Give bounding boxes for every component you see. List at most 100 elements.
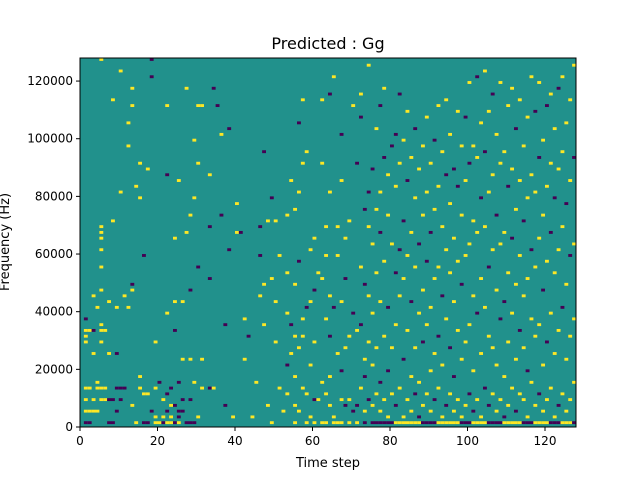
heatmap-cell bbox=[440, 421, 445, 425]
x-tick-label: 120 bbox=[534, 434, 557, 448]
heatmap-cell bbox=[285, 392, 290, 396]
heatmap-cell bbox=[235, 202, 239, 206]
heatmap-cell bbox=[548, 92, 553, 96]
heatmap-cell bbox=[95, 380, 100, 384]
heatmap-cell bbox=[161, 398, 166, 402]
heatmap-cell bbox=[459, 421, 464, 425]
heatmap-cell bbox=[560, 305, 565, 309]
heatmap-cell bbox=[289, 323, 294, 327]
heatmap-cell bbox=[207, 173, 212, 177]
heatmap-cell bbox=[436, 265, 441, 269]
heatmap-cell bbox=[572, 156, 577, 159]
heatmap-cell bbox=[556, 248, 561, 252]
heatmap-cell bbox=[138, 161, 143, 165]
heatmap-cell bbox=[428, 421, 433, 425]
heatmap-cell bbox=[490, 92, 495, 96]
heatmap-cell bbox=[173, 421, 177, 425]
heatmap-cell bbox=[428, 230, 433, 234]
heatmap-cell bbox=[490, 248, 495, 252]
heatmap-cell bbox=[556, 86, 561, 90]
heatmap-cell bbox=[568, 98, 573, 102]
heatmap-cell bbox=[572, 380, 577, 384]
heatmap-cell bbox=[87, 386, 92, 390]
heatmap-cell bbox=[533, 109, 538, 113]
heatmap-cell bbox=[541, 363, 546, 367]
heatmap-cell bbox=[300, 317, 305, 321]
heatmap-cell bbox=[87, 421, 92, 425]
heatmap-cell bbox=[424, 323, 429, 327]
x-tick-label: 40 bbox=[227, 434, 242, 448]
heatmap-cell bbox=[122, 294, 127, 298]
heatmap-cell bbox=[91, 409, 96, 413]
heatmap-cell bbox=[421, 340, 425, 344]
heatmap-cell bbox=[386, 421, 391, 425]
heatmap-cell bbox=[118, 69, 123, 73]
heatmap-cell bbox=[180, 409, 185, 413]
heatmap-cell bbox=[165, 392, 170, 396]
heatmap-cell bbox=[107, 300, 112, 304]
heatmap-cell bbox=[548, 161, 553, 165]
heatmap-cell bbox=[424, 115, 429, 119]
heatmap-cell bbox=[521, 219, 526, 223]
heatmap-cell bbox=[459, 415, 464, 419]
heatmap-cell bbox=[347, 421, 352, 425]
heatmap-cell bbox=[355, 161, 360, 165]
heatmap-cell bbox=[99, 265, 104, 269]
heatmap-cell bbox=[533, 265, 538, 269]
heatmap-cell bbox=[277, 386, 282, 390]
heatmap-cell bbox=[374, 346, 379, 350]
heatmap-cell bbox=[165, 173, 170, 177]
heatmap-cell bbox=[269, 277, 274, 280]
heatmap-cell bbox=[541, 288, 546, 292]
heatmap-cell bbox=[564, 357, 569, 361]
heatmap-cell bbox=[165, 311, 170, 315]
heatmap-cell bbox=[359, 323, 363, 327]
heatmap-cell bbox=[184, 230, 189, 234]
heatmap-cell bbox=[269, 421, 274, 425]
heatmap-cell bbox=[83, 409, 88, 413]
heatmap-cell bbox=[126, 305, 131, 309]
heatmap-cell bbox=[145, 392, 150, 396]
heatmap-cell bbox=[324, 317, 329, 321]
heatmap-cell bbox=[397, 92, 402, 96]
heatmap-cell bbox=[545, 421, 549, 425]
heatmap-cell bbox=[328, 190, 332, 194]
heatmap-cell bbox=[99, 236, 104, 240]
heatmap-cell bbox=[432, 398, 437, 402]
heatmap-cell bbox=[362, 409, 367, 413]
heatmap-cell bbox=[533, 403, 538, 407]
heatmap-cell bbox=[455, 109, 460, 113]
heatmap-cell bbox=[207, 225, 212, 229]
heatmap-cell bbox=[331, 75, 336, 79]
heatmap-cell bbox=[184, 86, 189, 90]
heatmap-cell bbox=[374, 127, 379, 131]
heatmap-cell bbox=[436, 334, 441, 338]
heatmap-cell bbox=[366, 63, 371, 67]
heatmap-cell bbox=[149, 58, 154, 61]
heatmap-cell bbox=[114, 409, 119, 413]
plot-background bbox=[80, 58, 576, 427]
heatmap-cell bbox=[300, 334, 305, 338]
heatmap-cell bbox=[169, 415, 174, 419]
heatmap-cell bbox=[471, 219, 476, 223]
heatmap-cell bbox=[250, 415, 255, 419]
heatmap-cell bbox=[448, 132, 453, 136]
heatmap-cell bbox=[409, 421, 414, 425]
heatmap-cell bbox=[293, 282, 298, 286]
heatmap-cell bbox=[494, 421, 499, 425]
heatmap-cell bbox=[188, 421, 193, 425]
heatmap-cell bbox=[564, 121, 569, 125]
heatmap-cell bbox=[521, 398, 526, 402]
heatmap-cell bbox=[552, 352, 557, 355]
heatmap-cell bbox=[560, 392, 565, 396]
y-tick-label: 120000 bbox=[27, 74, 73, 88]
heatmap-cell bbox=[452, 375, 456, 378]
heatmap-cell bbox=[397, 386, 402, 390]
heatmap-cell bbox=[103, 398, 108, 402]
heatmap-cell bbox=[440, 415, 445, 419]
heatmap-cell bbox=[378, 409, 383, 413]
heatmap-cells bbox=[83, 58, 577, 425]
heatmap-cell bbox=[328, 334, 332, 338]
heatmap-cell bbox=[103, 386, 108, 390]
heatmap-cell bbox=[459, 357, 464, 361]
